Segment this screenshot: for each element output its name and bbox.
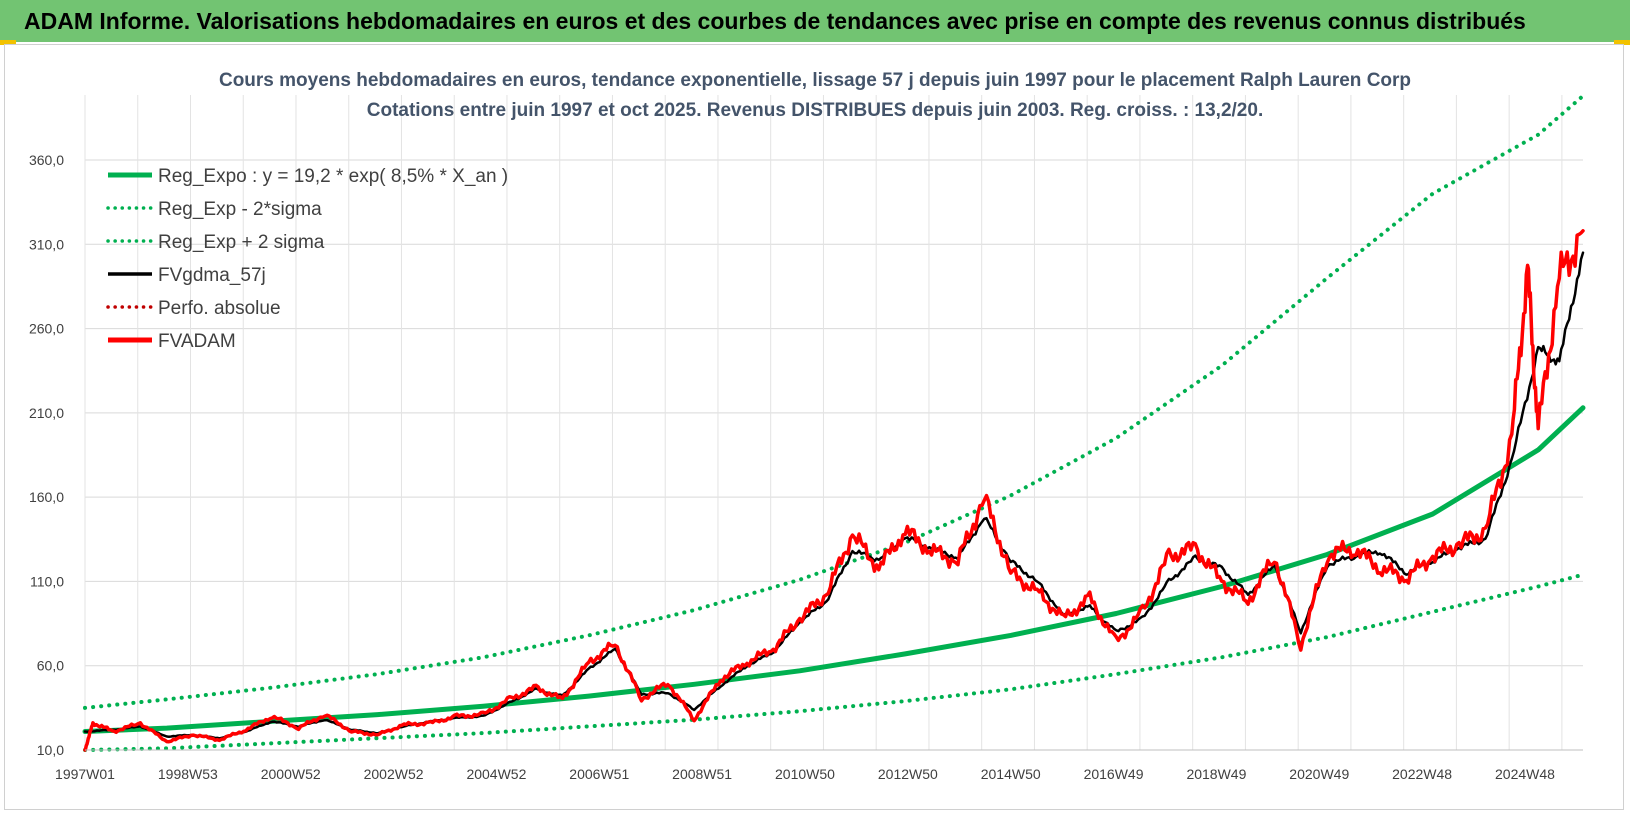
x-tick-label: 2006W51 [569, 766, 629, 782]
series-layer [82, 93, 1586, 752]
banner-title: ADAM Informe. Valorisations hebdomadaire… [24, 8, 1526, 34]
y-tick-label: 160,0 [29, 489, 64, 505]
y-tick-label: 210,0 [29, 405, 64, 421]
y-tick-label: 10,0 [37, 742, 64, 758]
legend-label: FVADAM [158, 331, 236, 352]
chart-subtitle: Cotations entre juin 1997 et oct 2025. R… [367, 100, 1263, 121]
x-tick-label: 2018W49 [1186, 766, 1246, 782]
x-tick-label: 1998W53 [158, 766, 218, 782]
banner-corner-right [1614, 40, 1630, 45]
y-tick-label: 260,0 [29, 321, 64, 337]
legend-label: Perfo. absolue [158, 298, 281, 319]
legend-label: FVgdma_57j [158, 265, 266, 286]
x-tick-label: 2016W49 [1084, 766, 1144, 782]
y-tick-label: 110,0 [30, 573, 64, 589]
x-tick-label: 2014W50 [981, 766, 1041, 782]
x-tick-label: 2022W48 [1392, 766, 1452, 782]
y-tick-label: 60,0 [37, 658, 64, 674]
series-line [83, 93, 1585, 710]
chart-title: Cours moyens hebdomadaires en euros, ten… [219, 70, 1411, 91]
legend: Reg_Expo : y = 19,2 * exp( 8,5% * X_an )… [106, 166, 508, 352]
x-tick-label: 2010W50 [775, 766, 835, 782]
legend-label: Reg_Exp - 2*sigma [158, 199, 322, 220]
grid-lines [84, 95, 1583, 751]
x-tick-label: 2024W48 [1495, 766, 1555, 782]
report-banner: ADAM Informe. Valorisations hebdomadaire… [0, 0, 1630, 42]
x-tick-label: 2020W49 [1289, 766, 1349, 782]
y-tick-label: 310,0 [29, 236, 64, 252]
x-tick-label: 2012W50 [878, 766, 938, 782]
y-tick-label: 360,0 [29, 152, 64, 168]
banner-corner-left [0, 40, 16, 45]
x-tick-label: 2008W51 [672, 766, 732, 782]
x-tick-label: 1997W01 [55, 766, 115, 782]
chart-frame [4, 44, 1624, 810]
series-line [83, 229, 1585, 752]
series-line [83, 572, 1585, 752]
legend-label: Reg_Exp + 2 sigma [158, 232, 325, 253]
x-tick-label: 2004W52 [466, 766, 526, 782]
x-tick-label: 2002W52 [364, 766, 424, 782]
axes: 10,0 60,0 110,0 160,0 210,0 260,0 310,0 360,0 19… [29, 152, 1583, 782]
legend-label: Reg_Expo : y = 19,2 * exp( 8,5% * X_an ) [158, 166, 508, 187]
x-tick-label: 2000W52 [261, 766, 321, 782]
